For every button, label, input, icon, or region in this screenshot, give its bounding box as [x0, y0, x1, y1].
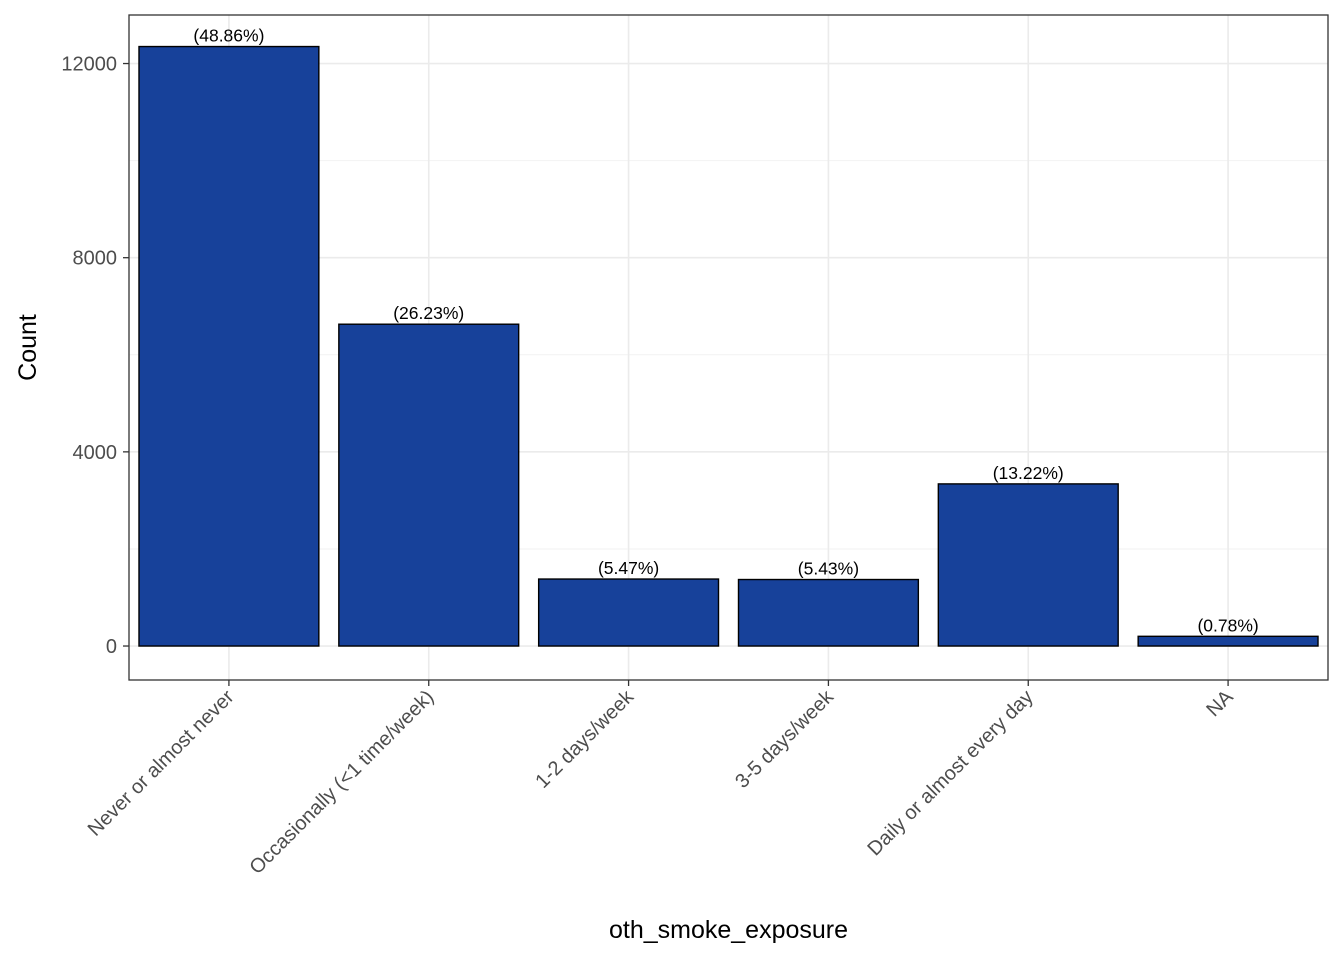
plot-panel — [129, 15, 1328, 680]
data-label: (5.43%) — [798, 559, 859, 579]
x-tick-label: Occasionally (<1 time/week) — [245, 686, 438, 879]
y-tick-label: 4000 — [73, 442, 118, 464]
data-label: (26.23%) — [393, 303, 464, 323]
y-axis-ticks: 0 4000 8000 12000 — [61, 54, 129, 658]
y-axis-title: Count — [14, 314, 42, 381]
data-label: (5.47%) — [598, 558, 659, 578]
bars — [138, 45, 1319, 647]
data-label: (48.86%) — [193, 26, 264, 46]
bar — [937, 483, 1119, 647]
y-tick-label: 0 — [106, 636, 117, 658]
x-tick-label: NA — [1202, 686, 1238, 722]
data-label: (13.22%) — [993, 463, 1064, 483]
x-tick-label: Never or almost never — [84, 686, 239, 841]
data-label: (0.78%) — [1197, 615, 1258, 635]
y-tick-label: 12000 — [61, 54, 117, 76]
bar — [537, 578, 720, 647]
x-tick-label: 1-2 days/week — [531, 685, 638, 792]
x-axis-title: oth_smoke_exposure — [609, 916, 848, 944]
panel-border — [128, 14, 1329, 681]
y-tick-label: 8000 — [73, 248, 118, 270]
data-labels: (48.86%) (26.23%) (5.47%) (5.43%) (13.22%) (0… — [193, 26, 1258, 636]
grid-lines — [129, 15, 1328, 680]
bar — [338, 323, 520, 647]
x-axis-ticks: Never or almost never Occasionally (<1 ti… — [84, 680, 1238, 879]
x-tick-label: 3-5 days/week — [731, 685, 838, 792]
bar — [737, 578, 920, 647]
bar — [1137, 635, 1319, 647]
x-tick-label: Daily or almost every day — [863, 686, 1037, 860]
bar — [138, 45, 320, 647]
